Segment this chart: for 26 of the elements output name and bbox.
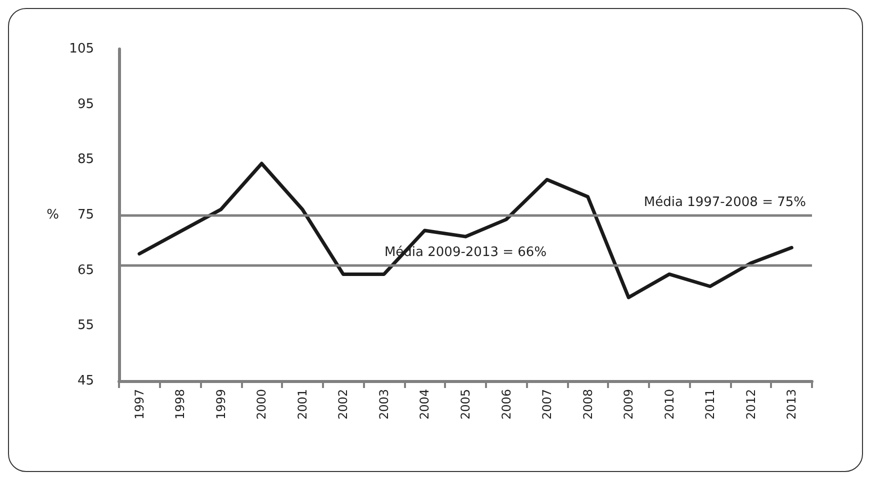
x-tick-label: 2011	[703, 389, 718, 420]
x-tick-label: 2001	[295, 389, 310, 420]
x-tick-label: 2002	[336, 389, 350, 420]
y-tick-label: 45	[77, 374, 94, 388]
y-tick-label: 75	[77, 208, 94, 222]
y-tick-label: 105	[69, 42, 94, 56]
x-tick-label: 2012	[744, 389, 758, 420]
x-tick-label: 2004	[418, 389, 432, 420]
x-tick-label: 2010	[662, 389, 676, 420]
y-tick-label: 55	[77, 318, 94, 334]
x-tick-label: 2006	[499, 389, 514, 420]
x-tick-label: 2007	[540, 389, 554, 420]
x-tick-label: 1997	[132, 389, 146, 420]
ref-line-label: Média 1997-2008 = 75%	[644, 195, 806, 210]
y-tick-label: 65	[77, 262, 94, 278]
y-tick-label: 85	[77, 152, 94, 168]
x-tick-label: 2005	[458, 389, 472, 420]
x-tick-label: 2008	[580, 389, 595, 420]
x-tick-label: 2009	[622, 389, 636, 420]
x-tick-label: 1998	[173, 389, 188, 420]
x-tick-label: 2003	[376, 389, 391, 420]
x-tick-label: 2000	[254, 389, 269, 420]
y-axis-title: %	[46, 208, 59, 222]
x-tick-label: 2013	[784, 389, 799, 420]
x-tick-label: 1999	[214, 389, 228, 420]
y-tick-label: 95	[77, 96, 94, 112]
